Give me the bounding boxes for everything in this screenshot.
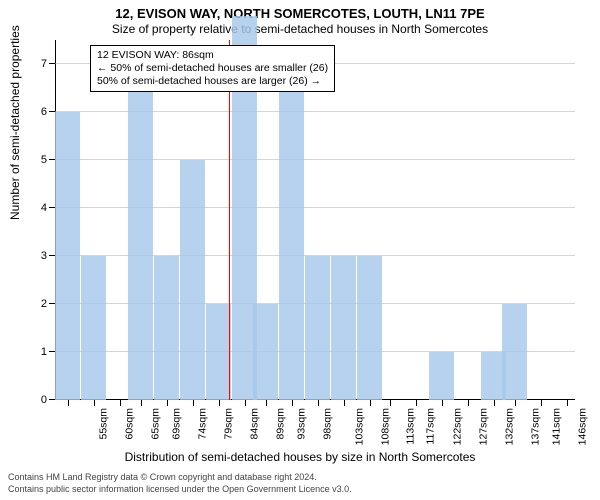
x-tick-label: 103sqm <box>353 408 365 445</box>
reference-line <box>229 40 230 400</box>
x-tick <box>141 400 142 406</box>
y-tick-label: 0 <box>25 394 47 406</box>
x-tick <box>494 400 495 406</box>
chart-title-1: 12, EVISON WAY, NORTH SOMERCOTES, LOUTH,… <box>0 0 600 21</box>
histogram-bar <box>81 256 106 400</box>
x-tick-label: 65sqm <box>150 408 162 440</box>
histogram-bar <box>206 304 231 400</box>
x-tick-label: 79sqm <box>222 408 234 440</box>
x-tick <box>167 400 168 406</box>
x-axis-title: Distribution of semi-detached houses by … <box>0 450 600 464</box>
footer-line2: Contains public sector information licen… <box>8 484 352 494</box>
x-tick <box>266 400 267 406</box>
x-tick-label: 60sqm <box>124 408 136 440</box>
x-tick-label: 84sqm <box>248 408 260 440</box>
x-tick <box>344 400 345 406</box>
x-tick <box>318 400 319 406</box>
x-tick-label: 98sqm <box>321 408 333 440</box>
y-tick-label: 4 <box>25 202 47 214</box>
x-tick-label: 137sqm <box>530 408 542 445</box>
annotation-line2: ← 50% of semi-detached houses are smalle… <box>97 62 328 75</box>
y-tick-label: 6 <box>25 106 47 118</box>
histogram-bar <box>279 64 304 400</box>
x-tick-label: 55sqm <box>98 408 110 440</box>
x-tick <box>292 400 293 406</box>
histogram-bar <box>331 256 356 400</box>
x-tick-label: 127sqm <box>478 408 490 445</box>
x-tick-label: 146sqm <box>577 408 589 445</box>
x-tick <box>416 400 417 406</box>
x-tick-label: 113sqm <box>404 408 416 445</box>
histogram-bar <box>357 256 382 400</box>
x-tick <box>219 400 220 406</box>
x-tick <box>245 400 246 406</box>
x-tick <box>515 400 516 406</box>
chart-title-2: Size of property relative to semi-detach… <box>0 21 600 36</box>
x-tick <box>68 400 69 406</box>
x-tick-label: 93sqm <box>295 408 307 440</box>
y-tick-label: 7 <box>25 58 47 70</box>
histogram-bar <box>180 160 205 400</box>
x-tick-label: 132sqm <box>504 408 516 445</box>
x-tick-label: 108sqm <box>379 408 391 445</box>
y-tick-label: 5 <box>25 154 47 166</box>
histogram-bar <box>55 112 80 400</box>
x-tick-label: 89sqm <box>274 408 286 440</box>
x-tick <box>370 400 371 406</box>
histogram-bar <box>429 352 454 400</box>
x-tick <box>94 400 95 406</box>
histogram-bar <box>253 304 278 400</box>
chart-container: 12, EVISON WAY, NORTH SOMERCOTES, LOUTH,… <box>0 0 600 500</box>
x-tick-label: 141sqm <box>551 408 563 445</box>
x-tick-label: 122sqm <box>452 408 464 445</box>
x-tick-label: 69sqm <box>170 408 182 440</box>
histogram-bar <box>154 256 179 400</box>
x-tick <box>541 400 542 406</box>
x-tick <box>442 400 443 406</box>
x-tick <box>120 400 121 406</box>
y-tick-label: 3 <box>25 250 47 262</box>
y-tick <box>49 63 55 64</box>
x-tick <box>468 400 469 406</box>
x-tick <box>193 400 194 406</box>
y-axis-title: Number of semi-detached properties <box>8 25 22 220</box>
histogram-bar <box>305 256 330 400</box>
annotation-line3: 50% of semi-detached houses are larger (… <box>97 75 328 88</box>
y-tick-label: 1 <box>25 346 47 358</box>
x-tick-label: 74sqm <box>196 408 208 440</box>
annotation-box: 12 EVISON WAY: 86sqm ← 50% of semi-detac… <box>90 45 335 92</box>
histogram-bar <box>502 304 527 400</box>
x-tick-label: 117sqm <box>425 408 437 445</box>
x-tick <box>567 400 568 406</box>
y-tick-label: 2 <box>25 298 47 310</box>
histogram-bar <box>128 64 153 400</box>
footer-line1: Contains HM Land Registry data © Crown c… <box>8 472 317 482</box>
plot-area: 0123456755sqm60sqm65sqm69sqm74sqm79sqm84… <box>55 40 575 400</box>
x-tick <box>390 400 391 406</box>
annotation-line1: 12 EVISON WAY: 86sqm <box>97 49 328 62</box>
